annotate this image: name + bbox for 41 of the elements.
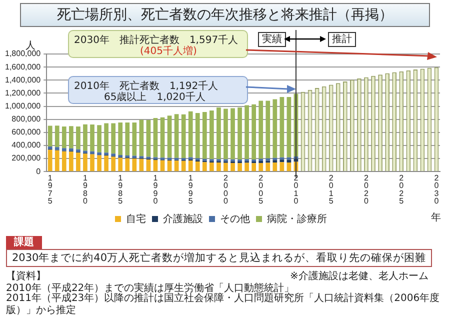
x-tick-label: 1985 <box>118 174 124 206</box>
text: 推計 <box>328 32 356 47</box>
y-tick-label: 400,000 <box>12 140 42 150</box>
y-tick-label: 200,000 <box>12 154 42 163</box>
annotation: 65歳以上 1,020千人 <box>104 90 206 104</box>
text: 2010年（平成22年）までの実績は厚生労働省「人口動態統計」 <box>6 282 294 294</box>
y-tick-label: 1,600,000 <box>4 62 42 72</box>
x-axis-title: 年 <box>431 212 441 224</box>
y-axis-title: 人 <box>25 40 36 52</box>
text: 課題 <box>6 236 42 249</box>
y-tick-label: 1,800,000 <box>4 49 42 58</box>
x-tick-label: 2000 <box>224 174 229 206</box>
x-tick-label: 2005 <box>258 174 264 206</box>
legend-label: 自宅 <box>126 212 146 225</box>
y-tick-label: 1,400,000 <box>4 75 42 84</box>
text: 2011年（平成23年）以降の推計は国立社会保障・人口問題研究所「人口統計資料集（2006年度版）」から推定 <box>6 293 441 317</box>
annotation: 2010年 死亡者数 1,192千人 <box>74 80 218 92</box>
y-tick-label: 0 <box>36 166 42 176</box>
x-tick-label: 1990 <box>153 174 158 206</box>
text: 2030年までに約40万人死亡者数が増加すると見込まれるが、看取り先の確保が困難 <box>6 249 432 267</box>
y-tick-label: 600,000 <box>12 128 42 137</box>
y-tick-label: 1,000,000 <box>4 101 42 110</box>
annotation: (405千人増) <box>140 44 197 58</box>
chart-title: 死亡場所別、死亡者数の年次推移と将来推計（再掲） <box>20 3 430 27</box>
x-tick-label: 1975 <box>48 174 53 206</box>
x-tick-label: 1995 <box>188 174 194 206</box>
legend-label: その他 <box>220 212 250 225</box>
x-tick-label: 2015 <box>328 174 334 206</box>
y-tick-label: 800,000 <box>12 114 42 124</box>
text: 実績 <box>258 32 286 47</box>
x-tick-label: 2020 <box>364 174 370 206</box>
legend-label: 介護施設 <box>163 212 203 225</box>
text: 【資料】 <box>6 270 46 283</box>
x-tick-label: 2010 <box>294 174 299 206</box>
y-tick-label: 1,200,000 <box>4 88 42 98</box>
x-tick-label: 2025 <box>399 174 404 206</box>
text: ※介護施設は老健、老人ホーム <box>290 270 428 283</box>
x-tick-label: 2030 <box>434 174 440 206</box>
text: 2030年 推計死亡者数 1,597千人 <box>74 34 238 46</box>
x-tick-label: 1980 <box>83 174 88 206</box>
legend-label: 病院・診療所 <box>267 212 327 225</box>
